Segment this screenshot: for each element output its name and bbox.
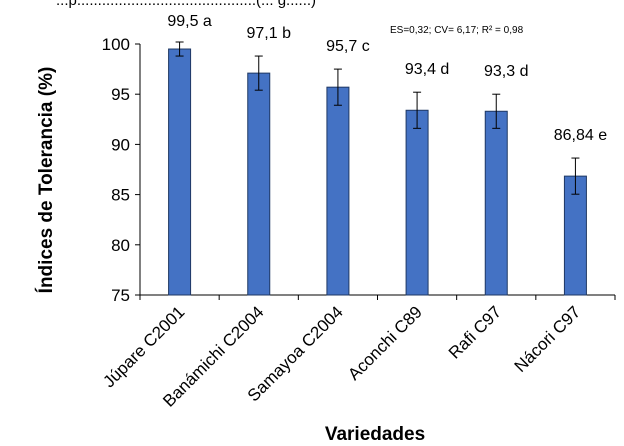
x-tick-label: Aconchi C89: [344, 302, 426, 384]
y-tick-label: 90: [111, 135, 130, 154]
x-axis-title: Variedades: [325, 424, 425, 445]
data-label: 95,7 c: [326, 38, 370, 55]
x-tick-label: Nácori C97: [511, 302, 585, 376]
x-tick-label: Júpare C2001: [99, 302, 188, 391]
stats-annotation: ES=0,32; CV= 6,17; R² = 0,98: [390, 25, 524, 36]
y-tick-label: 100: [102, 35, 130, 54]
cropped-caption-fragment: ...p....................................…: [56, 0, 316, 9]
data-label: 99,5 a: [167, 13, 212, 30]
bar: [168, 48, 192, 296]
bar: [326, 86, 350, 296]
bar: [405, 109, 429, 296]
data-label: 97,1 b: [247, 25, 292, 42]
y-tick-label: 80: [111, 236, 130, 255]
y-tick-label: 75: [111, 286, 130, 305]
data-label: 86,84 e: [554, 127, 607, 144]
data-label: 93,4 d: [405, 61, 449, 78]
y-tick-label: 95: [111, 85, 130, 104]
data-label: 93,3 d: [484, 63, 528, 80]
x-tick-label: Rafi C97: [445, 302, 505, 362]
bar: [247, 72, 271, 296]
y-axis-title: Índices de Tolerancia (%): [35, 67, 57, 294]
y-tick-label: 85: [111, 186, 130, 205]
bar: [484, 110, 508, 296]
